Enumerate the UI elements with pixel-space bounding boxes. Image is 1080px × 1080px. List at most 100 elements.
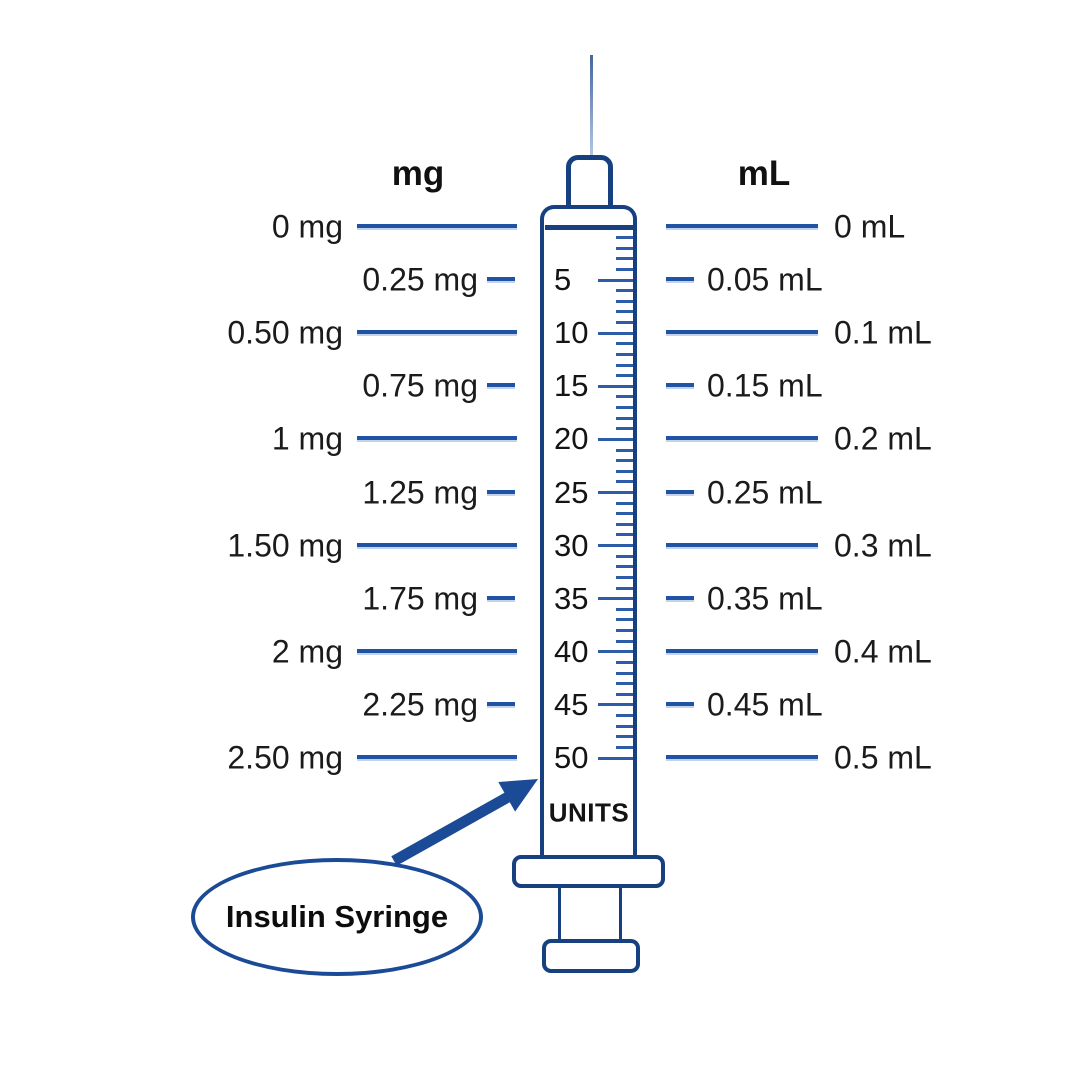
scale-minor-tick [616, 267, 633, 271]
scale-minor-tick [616, 629, 633, 633]
scale-minor-tick [616, 342, 633, 346]
syringe-plunger-thumb-rest [542, 939, 640, 973]
scale-minor-tick [616, 586, 633, 590]
mg-connector-line [357, 542, 517, 549]
scale-minor-tick [616, 692, 633, 696]
scale-minor-tick [616, 321, 633, 325]
scale-minor-tick [616, 406, 633, 410]
scale-minor-tick [616, 618, 633, 622]
scale-minor-tick [616, 469, 633, 473]
mg-column-header: mg [391, 154, 445, 193]
ml-connector-dash [666, 277, 694, 284]
scale-minor-tick [616, 289, 633, 293]
mg-row-label: 0.25 mg [362, 261, 478, 298]
ml-row-label: 0 mL [834, 208, 906, 245]
scale-major-tick [598, 703, 633, 707]
syringe-units-label: UNITS [548, 797, 630, 828]
scale-minor-tick [616, 554, 633, 558]
scale-number: 20 [554, 421, 589, 457]
ml-row-label: 0.5 mL [834, 739, 932, 776]
mg-row-label: 1.25 mg [362, 473, 478, 510]
scale-minor-tick [616, 682, 633, 686]
scale-number: 50 [554, 739, 589, 775]
ml-connector-line [666, 436, 818, 443]
mg-connector-line [357, 648, 517, 655]
scale-number: 45 [554, 686, 589, 722]
scale-major-tick [598, 650, 633, 654]
scale-major-tick [598, 278, 633, 282]
mg-row-label: 0.50 mg [227, 314, 343, 351]
scale-minor-tick [616, 714, 633, 718]
scale-minor-tick [616, 533, 633, 537]
mg-connector-dash [487, 595, 515, 602]
scale-number: 15 [554, 368, 589, 404]
mg-connector-dash [487, 277, 515, 284]
mg-row-label: 1.75 mg [362, 580, 478, 617]
mg-connector-dash [487, 383, 515, 390]
mg-row-label: 1 mg [271, 420, 343, 457]
ml-row-label: 0.4 mL [834, 633, 932, 670]
ml-connector-dash [666, 595, 694, 602]
scale-major-tick [598, 544, 633, 548]
mg-connector-line [357, 224, 517, 230]
scale-minor-tick [616, 575, 633, 579]
syringe-needle [590, 55, 593, 157]
scale-minor-tick [616, 565, 633, 569]
ml-connector-line [666, 330, 818, 337]
insulin-syringe-callout: Insulin Syringe [191, 858, 483, 976]
mg-row-label: 2.25 mg [362, 686, 478, 723]
mg-connector-dash [487, 701, 515, 708]
scale-number: 30 [554, 527, 589, 563]
scale-minor-tick [616, 427, 633, 431]
scale-minor-tick [616, 459, 633, 463]
scale-minor-tick [616, 363, 633, 367]
mg-row-label: 0.75 mg [362, 367, 478, 404]
ml-connector-dash [666, 383, 694, 390]
scale-minor-tick [616, 395, 633, 399]
scale-minor-tick [616, 607, 633, 611]
mg-row-label: 2 mg [271, 633, 343, 670]
mg-row-label: 2.50 mg [227, 739, 343, 776]
scale-minor-tick [616, 671, 633, 675]
ml-connector-line [666, 755, 818, 761]
ml-connector-dash [666, 489, 694, 496]
scale-minor-tick [616, 724, 633, 728]
scale-minor-tick [616, 512, 633, 516]
scale-major-tick [598, 491, 633, 494]
scale-major-tick [598, 331, 633, 335]
mg-row-label: 1.50 mg [227, 526, 343, 563]
mg-connector-line [357, 436, 517, 443]
scale-minor-tick [616, 501, 633, 505]
syringe-finger-flange [512, 855, 665, 888]
syringe-plunger-rod [558, 888, 622, 941]
ml-connector-dash [666, 701, 694, 708]
scale-number: 25 [554, 474, 589, 510]
scale-minor-tick [616, 522, 633, 526]
scale-minor-tick [616, 660, 633, 664]
ml-row-label: 0.45 mL [707, 686, 823, 723]
ml-row-label: 0.2 mL [834, 420, 932, 457]
ml-column-header: mL [737, 154, 791, 193]
ml-row-label: 0.35 mL [707, 580, 823, 617]
ml-row-label: 0.25 mL [707, 473, 823, 510]
callout-arrowhead-icon [498, 779, 538, 812]
ml-row-label: 0.05 mL [707, 261, 823, 298]
ml-row-label: 0.1 mL [834, 314, 932, 351]
mg-connector-line [357, 755, 517, 761]
scale-minor-tick [616, 246, 633, 250]
mg-connector-dash [487, 489, 515, 496]
ml-connector-line [666, 648, 818, 655]
ml-row-label: 0.15 mL [707, 367, 823, 404]
scale-number: 5 [554, 261, 572, 297]
scale-minor-tick [616, 352, 633, 356]
scale-number: 40 [554, 633, 589, 669]
ml-connector-line [666, 224, 818, 230]
scale-minor-tick [616, 310, 633, 314]
scale-major-tick [598, 597, 633, 601]
scale-minor-tick [616, 374, 633, 378]
scale-number: 35 [554, 580, 589, 616]
scale-minor-tick [616, 416, 633, 420]
ml-connector-line [666, 542, 818, 549]
mg-connector-line [357, 330, 517, 337]
syringe-zero-graduation-line [545, 225, 633, 230]
